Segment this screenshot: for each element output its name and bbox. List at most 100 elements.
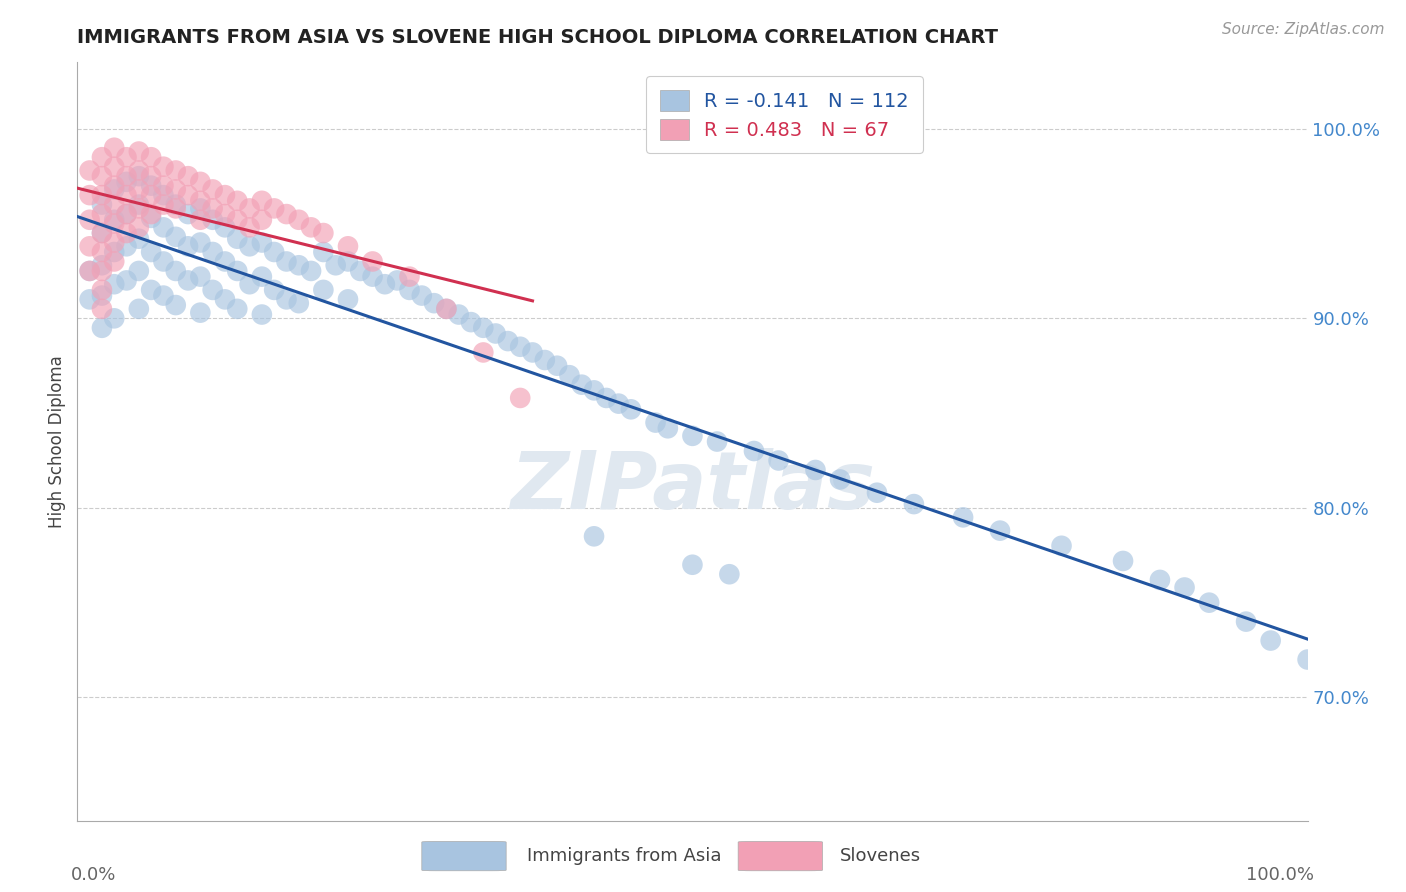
Point [903,497,925,511]
Point [90,169,114,184]
Point [866,485,889,500]
Point [115,273,138,287]
Point [141,283,163,297]
Point [644,416,666,430]
Point [115,207,138,221]
Point [742,444,765,458]
Point [436,301,458,316]
Point [571,377,593,392]
Point [115,239,138,253]
Point [177,273,200,287]
Legend: R = -0.141   N = 112, R = 0.483   N = 67: R = -0.141 N = 112, R = 0.483 N = 67 [647,76,922,153]
Point [276,254,298,268]
Point [90,226,114,240]
Point [115,207,138,221]
Point [165,230,187,244]
Point [226,194,249,208]
Point [103,182,125,196]
Point [447,308,470,322]
Point [288,296,311,310]
Point [250,212,273,227]
Point [188,269,212,284]
Text: Source: ZipAtlas.com: Source: ZipAtlas.com [1222,22,1385,37]
Point [325,258,347,272]
Point [128,202,150,216]
Point [201,202,224,216]
Point [718,567,741,582]
Text: Slovenes: Slovenes [839,847,921,864]
Point [128,232,150,246]
Point [276,207,298,221]
Point [188,212,212,227]
Point [558,368,581,383]
Point [337,293,360,307]
Point [103,277,125,292]
Point [141,207,163,221]
Point [103,160,125,174]
Point [201,212,224,227]
Point [1296,652,1319,666]
Point [299,264,322,278]
Point [103,178,125,193]
FancyBboxPatch shape [422,841,506,871]
Point [201,283,224,297]
Point [90,320,114,334]
Point [472,320,495,334]
Point [103,254,125,268]
Point [1198,596,1220,610]
Point [768,453,790,467]
Point [349,264,371,278]
Point [239,202,262,216]
Point [141,244,163,259]
Point [90,288,114,302]
Point [1260,633,1282,648]
Y-axis label: High School Diploma: High School Diploma [48,355,66,528]
Point [152,254,174,268]
Point [312,283,335,297]
Point [1234,615,1257,629]
Point [288,212,311,227]
Point [263,283,285,297]
Point [226,212,249,227]
Point [128,301,150,316]
Point [188,175,212,189]
Point [337,254,360,268]
Point [583,384,606,398]
Point [385,273,409,287]
Point [288,258,311,272]
Point [188,202,212,216]
Point [79,163,101,178]
Point [607,397,630,411]
Point [299,220,322,235]
Point [214,207,236,221]
Point [276,293,298,307]
Point [103,311,125,326]
Point [165,264,187,278]
Point [115,226,138,240]
Point [141,211,163,225]
Point [226,301,249,316]
Point [804,463,827,477]
Point [214,254,236,268]
Point [595,391,617,405]
Point [312,244,335,259]
Point [90,150,114,164]
Point [472,345,495,359]
Point [201,244,224,259]
Point [165,197,187,211]
Point [128,264,150,278]
Point [1174,581,1197,595]
Point [177,188,200,202]
Point [90,283,114,297]
Text: Immigrants from Asia: Immigrants from Asia [527,847,721,864]
Point [361,254,384,268]
Point [152,160,174,174]
Point [103,217,125,231]
Point [90,188,114,202]
Point [239,277,262,292]
Point [485,326,508,341]
Point [522,345,544,359]
Point [128,182,150,196]
Point [90,244,114,259]
Point [103,235,125,250]
